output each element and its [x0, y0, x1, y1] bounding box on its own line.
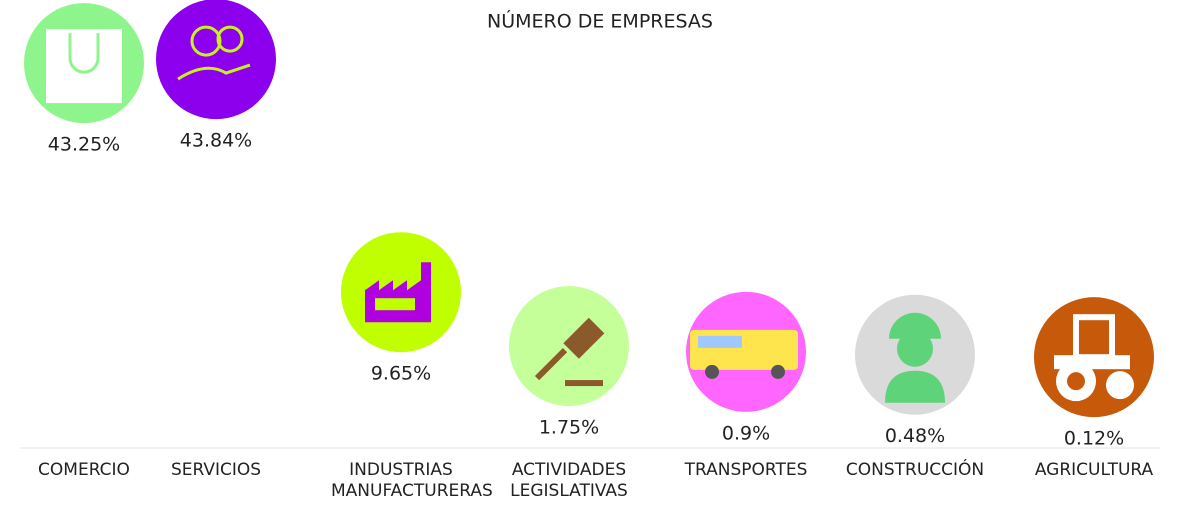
icon-bag [46, 29, 122, 104]
icon-hub [1067, 372, 1085, 391]
icon [365, 262, 431, 323]
icon-gear [190, 25, 222, 57]
value-label: 43.84% [180, 130, 252, 152]
icon [177, 25, 251, 81]
icon-window [698, 335, 742, 348]
icon-body [885, 370, 945, 403]
icon-hand [177, 63, 251, 81]
category-label: CONSTRUCCIÓN [845, 460, 985, 480]
icon-wheel [771, 364, 785, 379]
value-label: 9.65% [371, 363, 431, 385]
value-circle [156, 0, 276, 120]
value-label: 1.75% [539, 417, 599, 439]
category-label: AGRICULTURA [1034, 460, 1154, 480]
value-label: 43.25% [48, 134, 120, 156]
icon-helmet [889, 312, 941, 339]
category-label: TRANSPORTES [684, 460, 808, 480]
icon-head [897, 330, 933, 367]
icon-handle [68, 33, 100, 74]
category-label: SERVICIOS [170, 460, 262, 480]
category-label: INDUSTRIAS MANUFACTURERAS [331, 460, 493, 501]
value-label: 0.48% [885, 425, 945, 447]
icon-gear [216, 25, 244, 53]
value-label: 0.12% [1064, 428, 1124, 450]
icon [46, 29, 122, 104]
icon-window [375, 298, 415, 311]
icon [534, 317, 605, 387]
chart-title: NÚMERO DE EMPRESAS [487, 9, 713, 33]
icon [885, 312, 945, 403]
icon-wheel [1106, 371, 1134, 400]
category-label: COMERCIO [38, 460, 130, 480]
value-label: 0.9% [722, 422, 770, 444]
icon [1054, 314, 1134, 402]
category-label: ACTIVIDADES LEGISLATIVAS [510, 460, 628, 501]
icon-wheel [705, 364, 719, 379]
icon [690, 329, 798, 379]
icon-gavel-handle [534, 347, 568, 381]
icon-block [565, 380, 603, 387]
icon-gavel-head [563, 317, 605, 359]
